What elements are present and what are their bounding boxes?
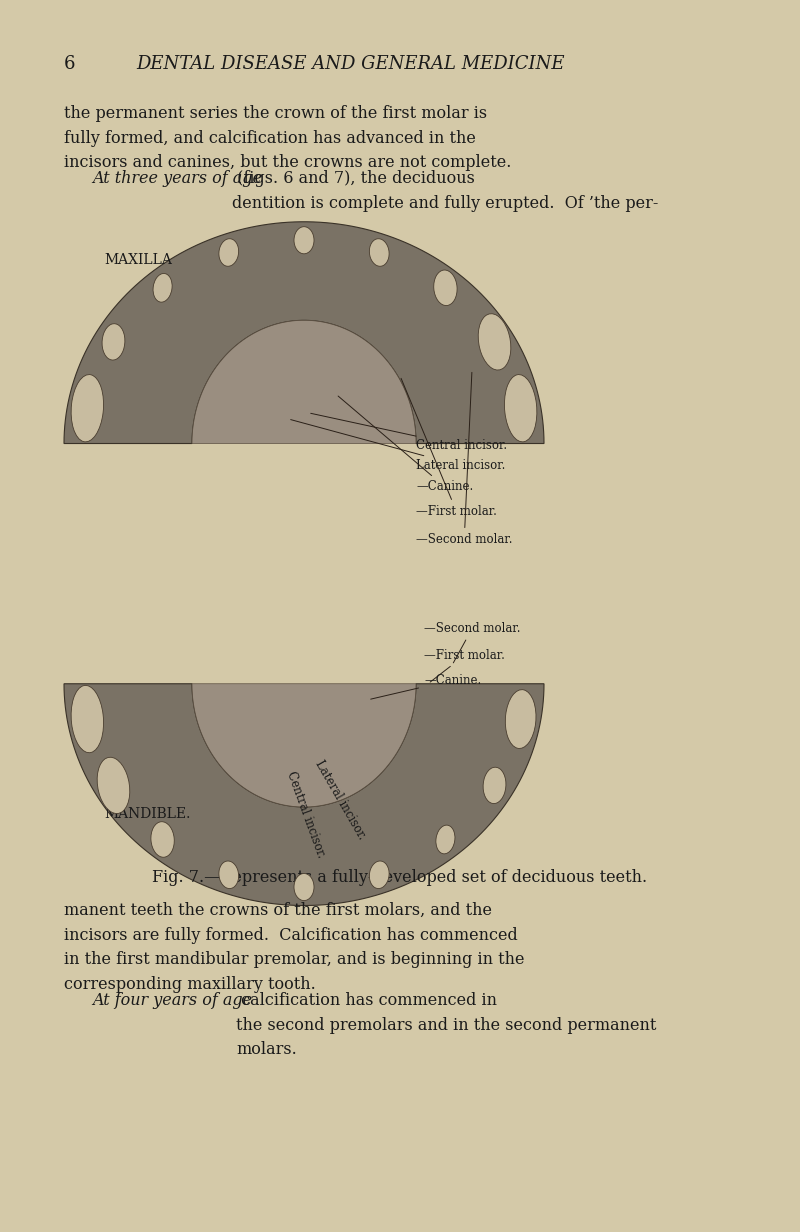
Text: calcification has commenced in
the second premolars and in the second permanent
: calcification has commenced in the secon… [236,992,656,1058]
Text: MAXILLA: MAXILLA [104,253,172,266]
Text: —First molar.: —First molar. [401,378,497,517]
Ellipse shape [72,378,102,437]
Text: manent teeth the crowns of the first molars, and the
incisors are fully formed. : manent teeth the crowns of the first mol… [64,902,525,993]
Text: —First molar.: —First molar. [424,649,505,683]
Text: Lateral incisor.: Lateral incisor. [290,420,506,472]
Ellipse shape [370,861,389,888]
Ellipse shape [294,873,314,901]
Text: —Canine.: —Canine. [338,395,474,493]
Ellipse shape [436,825,455,854]
Ellipse shape [102,324,125,360]
Text: Fig. 7.—Represents a fully-developed set of deciduous teeth.: Fig. 7.—Represents a fully-developed set… [153,869,647,886]
Text: MANDIBLE.: MANDIBLE. [104,807,190,821]
Text: —Second molar.: —Second molar. [424,622,521,663]
Polygon shape [192,320,416,444]
Text: —Second molar.: —Second molar. [416,372,513,546]
Ellipse shape [71,375,103,442]
Text: Lateral incisor.: Lateral incisor. [312,758,368,841]
Text: (figs. 6 and 7), the deciduous
dentition is complete and fully erupted.  Of ’the: (figs. 6 and 7), the deciduous dentition… [232,170,658,212]
Text: At three years of age: At three years of age [92,170,262,187]
Ellipse shape [294,227,314,254]
Ellipse shape [483,768,506,803]
Ellipse shape [151,822,174,857]
Polygon shape [64,222,544,444]
Ellipse shape [71,685,103,753]
Ellipse shape [506,690,536,749]
Ellipse shape [434,270,457,306]
Ellipse shape [219,239,238,266]
Ellipse shape [370,239,389,266]
Ellipse shape [478,314,511,370]
Polygon shape [192,684,416,807]
Ellipse shape [505,375,537,442]
Ellipse shape [219,861,238,888]
Text: —Canine.: —Canine. [370,674,482,699]
Polygon shape [64,684,544,906]
Text: the permanent series the crown of the first molar is
fully formed, and calcifica: the permanent series the crown of the fi… [64,105,511,171]
Text: At four years of age: At four years of age [92,992,252,1009]
Text: 6: 6 [64,55,75,74]
Text: Central incisor.: Central incisor. [310,413,507,452]
Text: DENTAL DISEASE AND GENERAL MEDICINE: DENTAL DISEASE AND GENERAL MEDICINE [136,55,565,74]
Ellipse shape [153,274,172,302]
Ellipse shape [97,758,130,813]
Text: Central incisor.: Central incisor. [284,770,327,860]
